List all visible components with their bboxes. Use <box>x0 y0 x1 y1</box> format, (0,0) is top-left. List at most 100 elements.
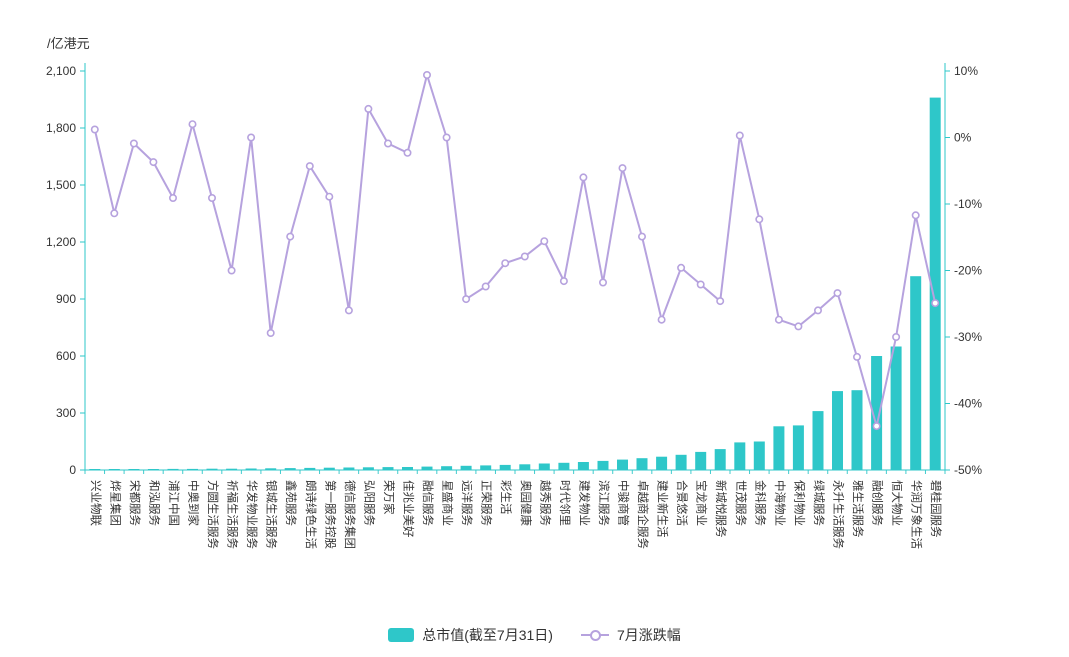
line-point-marker <box>892 332 901 341</box>
market-cap-bar <box>421 466 433 470</box>
x-axis-label: 祈福生活服务 <box>226 480 240 549</box>
x-axis-label: 建发物业 <box>577 480 591 526</box>
left-axis-tick-label: 1,800 <box>46 121 76 135</box>
left-axis-tick-label: 600 <box>56 349 76 363</box>
left-axis-tick-label: 1,500 <box>46 178 76 192</box>
market-cap-bar <box>675 454 687 470</box>
x-axis-label: 远洋服务 <box>460 480 474 526</box>
market-cap-bar <box>284 468 296 470</box>
market-cap-bar <box>499 464 511 470</box>
line-point-marker <box>266 328 275 337</box>
right-axis-tick-label: 0% <box>954 131 972 145</box>
market-cap-and-change-combo-chart: 0 300 600 900 1,200 1,500 1,800 2,100 -50% -40% -3… <box>46 63 982 549</box>
line-point-marker <box>462 295 471 304</box>
market-cap-bar <box>851 390 863 470</box>
x-axis-label: 恒大物业 <box>890 480 904 526</box>
market-cap-bar <box>577 462 589 470</box>
market-cap-bar <box>480 465 492 470</box>
line-point-marker <box>579 173 588 182</box>
market-cap-bar <box>812 411 824 470</box>
line-point-marker <box>540 237 549 246</box>
x-axis-label: 雅生活服务 <box>851 480 865 538</box>
legend-item-market-cap[interactable]: 总市值(截至7月31日) <box>388 625 553 645</box>
legend-label-market-cap: 总市值(截至7月31日) <box>422 627 553 643</box>
market-cap-bar <box>890 346 902 470</box>
market-cap-bar <box>538 463 550 470</box>
line-point-marker <box>559 277 568 286</box>
line-point-marker <box>931 299 940 308</box>
line-point-marker <box>403 148 412 157</box>
right-axis-tick-label: -20% <box>954 264 982 278</box>
left-axis-tick-label: 1,200 <box>46 235 76 249</box>
market-cap-bar <box>382 467 394 470</box>
line-point-marker <box>383 139 392 148</box>
line-point-marker <box>90 125 99 134</box>
x-axis-label: 朗诗绿色生活 <box>304 480 318 549</box>
line-series-swatch-icon <box>580 628 609 642</box>
market-cap-bar <box>167 468 179 470</box>
market-cap-bar <box>460 465 472 470</box>
line-point-marker <box>911 211 920 220</box>
market-cap-bar <box>734 442 746 470</box>
line-point-marker <box>129 139 138 148</box>
market-cap-bar <box>206 468 218 470</box>
x-axis-label: 中奥到家 <box>187 480 201 526</box>
market-cap-bar <box>441 466 453 470</box>
x-axis-label: 宝龙商业 <box>695 480 709 526</box>
line-point-marker <box>637 232 646 241</box>
line-point-marker <box>481 282 490 291</box>
line-point-marker <box>364 104 373 113</box>
x-axis-label: 合景悠活 <box>675 480 689 526</box>
line-point-marker <box>501 259 510 268</box>
july-change-line <box>93 71 937 427</box>
x-axis-label: 佳兆业美好 <box>402 480 416 538</box>
x-axis-label: 浦江中国 <box>167 480 180 526</box>
left-axis-tick-label: 900 <box>56 292 76 306</box>
line-point-marker <box>716 297 725 306</box>
line-point-marker <box>852 352 861 361</box>
line-point-marker <box>110 209 119 218</box>
market-cap-bar <box>773 426 785 470</box>
x-axis-label: 星盛商业 <box>441 480 455 526</box>
market-cap-bar <box>910 276 922 470</box>
market-cap-bar <box>323 467 335 470</box>
line-point-marker <box>813 306 822 315</box>
line-point-marker <box>598 278 607 287</box>
x-axis-label: 新城悦服务 <box>714 480 728 538</box>
line-point-marker <box>305 162 314 171</box>
line-point-marker <box>794 322 803 331</box>
legend-circle-mark <box>589 630 601 641</box>
line-point-marker <box>618 164 627 173</box>
line-point-marker <box>872 422 881 431</box>
market-cap-bar <box>792 425 804 470</box>
x-axis-label: 滨江服务 <box>597 480 611 526</box>
x-axis-label: 融信服务 <box>421 480 435 526</box>
line-point-marker <box>247 133 256 142</box>
market-cap-bar <box>402 467 413 470</box>
market-cap-bar <box>265 468 277 470</box>
x-axis-label: 奥园健康 <box>519 480 533 526</box>
x-axis-label: 兴业物联 <box>89 480 103 526</box>
left-axis-unit-label: /亿港元 <box>47 36 90 51</box>
chart-legend: 总市值(截至7月31日) 7月涨跌幅 <box>0 625 1069 645</box>
line-point-marker <box>325 192 334 201</box>
x-axis-label: 建业新生活 <box>656 480 670 538</box>
market-cap-bar <box>304 467 316 470</box>
line-point-marker <box>422 71 431 80</box>
market-cap-bar <box>695 451 707 470</box>
line-point-marker <box>149 158 158 167</box>
x-axis-label: 华发物业服务 <box>245 480 259 549</box>
market-cap-bar <box>226 468 238 470</box>
market-cap-bar <box>558 462 570 470</box>
right-axis-tick-label: -50% <box>954 463 982 477</box>
market-cap-bar <box>636 458 648 470</box>
x-axis-label: 方圆生活服务 <box>206 480 220 549</box>
right-axis-tick-label: -30% <box>954 330 982 344</box>
legend-item-july-change[interactable]: 7月涨跌幅 <box>580 625 681 645</box>
market-cap-bar <box>362 467 374 470</box>
left-axis-tick-label: 0 <box>69 463 76 477</box>
left-axis-tick-label: 300 <box>56 406 76 420</box>
market-cap-bar <box>832 391 843 470</box>
right-axis-tick-label: -40% <box>954 397 982 411</box>
x-axis-label: 彩生活 <box>499 480 513 515</box>
